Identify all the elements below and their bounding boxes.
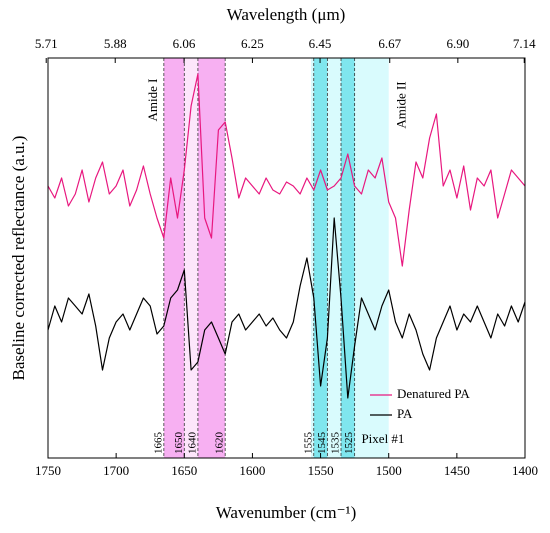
x-tick-label: 1600 bbox=[239, 463, 265, 478]
x-tick-label: 1750 bbox=[35, 463, 61, 478]
band bbox=[313, 58, 328, 458]
x2-tick-label: 5.71 bbox=[35, 36, 58, 51]
series-line bbox=[47, 217, 526, 399]
x-tick-label: 1550 bbox=[308, 463, 334, 478]
x-tick-label: 1450 bbox=[444, 463, 470, 478]
annotation: Pixel #1 bbox=[361, 431, 404, 446]
marker-label: 1620 bbox=[214, 432, 226, 455]
x-tick-label: 1400 bbox=[512, 463, 538, 478]
x2-tick-label: 6.90 bbox=[446, 36, 469, 51]
x2-tick-label: 6.06 bbox=[173, 36, 196, 51]
marker-label: 1555 bbox=[302, 432, 314, 455]
top-axis-title: Wavelength (μm) bbox=[227, 5, 346, 24]
band bbox=[163, 58, 185, 458]
marker-label: 1535 bbox=[330, 432, 342, 455]
marker-label: 1525 bbox=[343, 432, 355, 455]
marker-label: 1665 bbox=[152, 432, 164, 455]
legend-label: Denatured PA bbox=[397, 386, 470, 401]
x2-tick-label: 6.45 bbox=[309, 36, 332, 51]
band bbox=[197, 58, 226, 458]
band bbox=[341, 58, 355, 458]
x-tick-label: 1700 bbox=[103, 463, 129, 478]
x2-tick-label: 7.14 bbox=[513, 36, 536, 51]
marker-label: 1640 bbox=[186, 432, 198, 455]
legend-label: PA bbox=[397, 406, 413, 421]
marker-label: 1650 bbox=[173, 432, 185, 455]
series-line bbox=[47, 73, 526, 267]
region-label: Amide I bbox=[145, 79, 160, 122]
x2-tick-label: 6.67 bbox=[378, 36, 401, 51]
x-tick-label: 1500 bbox=[376, 463, 402, 478]
x-tick-label: 1650 bbox=[171, 463, 197, 478]
x2-tick-label: 6.25 bbox=[241, 36, 264, 51]
marker-label: 1545 bbox=[316, 432, 328, 455]
x2-tick-label: 5.88 bbox=[104, 36, 127, 51]
y-axis-title: Baseline corrected reflectance (a.u.) bbox=[9, 136, 28, 381]
x-axis-title: Wavenumber (cm⁻¹) bbox=[216, 503, 357, 522]
region-label: Amide II bbox=[394, 81, 409, 128]
plot-frame bbox=[47, 57, 526, 459]
